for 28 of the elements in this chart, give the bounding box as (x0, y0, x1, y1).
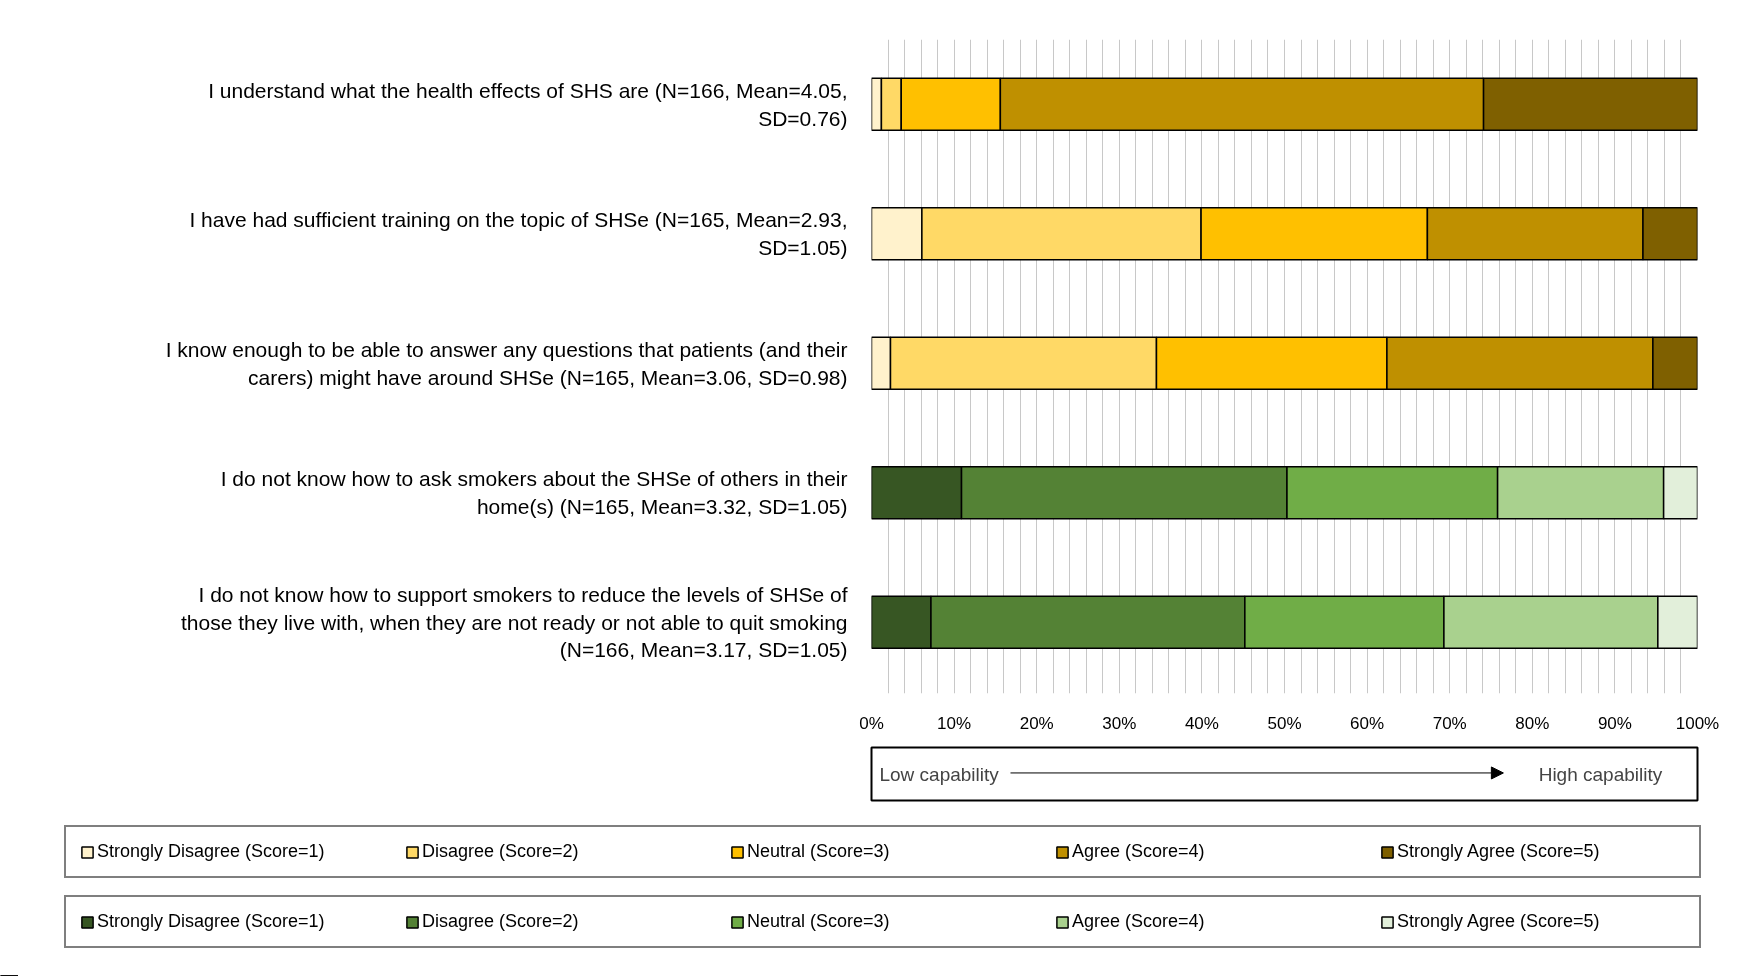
y-tick-label: I understand what the health effects of SHS are (N=166, Mean=4.05, SD=0.76) (208, 78, 848, 130)
legend-label: Neutral (Score=3) (747, 911, 891, 932)
legend-label: Neutral (Score=3) (747, 841, 891, 862)
legend-label: Agree (Score=4) (1072, 841, 1206, 862)
x-tick-label: 10% (937, 713, 972, 733)
text: Low capability (879, 763, 1000, 785)
legend-label: Disagree (Score=2) (422, 911, 580, 932)
legend-label: Strongly Agree (Score=5) (1397, 841, 1601, 862)
text: High capability (1538, 763, 1663, 785)
legend-label: Strongly Agree (Score=5) (1397, 911, 1601, 932)
x-tick-label: 80% (1515, 713, 1550, 733)
legend-label: Disagree (Score=2) (422, 841, 580, 862)
x-tick-label: 60% (1350, 713, 1385, 733)
x-tick-label: 40% (1184, 713, 1219, 733)
y-tick-label: I know enough to be able to answer any questions that patients (and their carers) might have around SHSe (N=165, Mean=3.06, SD=0.98) (165, 337, 848, 389)
x-tick-label: 70% (1432, 713, 1467, 733)
x-tick-label: 90% (1597, 713, 1632, 733)
y-tick-label: I have had sufficient training on the topic of SHSe (N=165, Mean=2.93, SD=1.05) (189, 208, 848, 260)
x-tick-label: 30% (1102, 713, 1137, 733)
y-tick-label: I do not know how to support smokers to reduce the levels of SHSe of those they live with, when they are not ready or not able to quit smoking (N=166, Mean=3.17, SD=1.05) (180, 583, 848, 662)
y-tick-label: I do not know how to ask smokers about the SHSe of others in their home(s) (N=165, Mean=3.32, SD=1.05) (220, 467, 848, 519)
legend-label: Strongly Disagree (Score=1) (97, 841, 326, 862)
x-tick-label: 20% (1019, 713, 1054, 733)
legend-label: Strongly Disagree (Score=1) (97, 911, 326, 932)
x-tick-label: 50% (1267, 713, 1302, 733)
x-tick-label: 0% (859, 713, 884, 733)
legend-label: Agree (Score=4) (1072, 911, 1206, 932)
x-tick-label: 100% (1675, 713, 1720, 733)
